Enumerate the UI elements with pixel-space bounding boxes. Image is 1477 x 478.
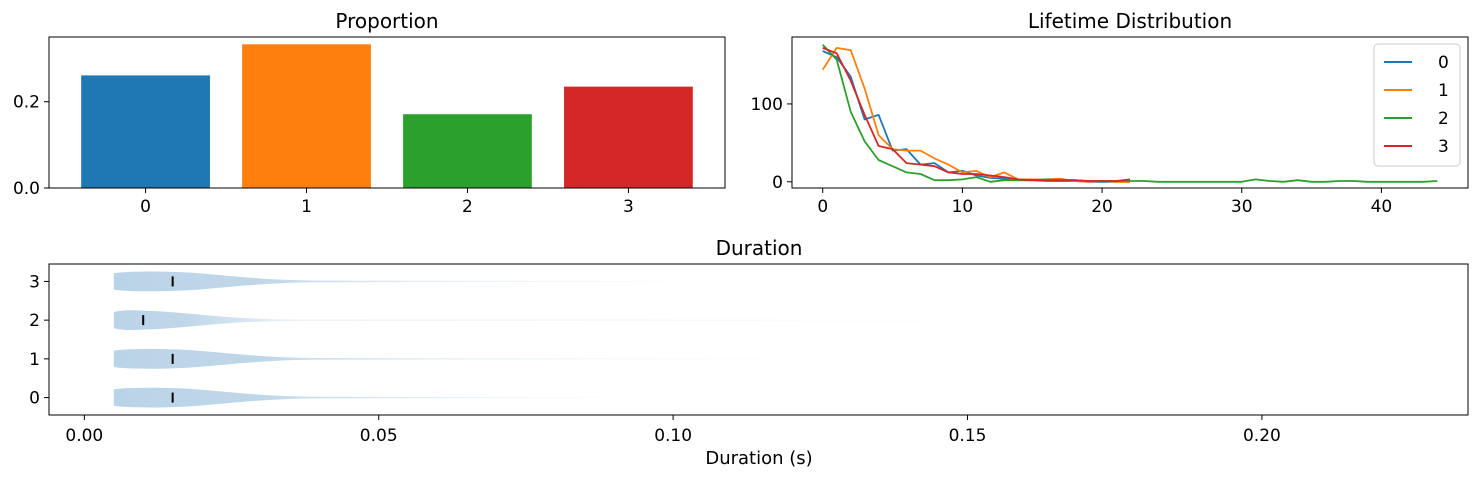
duration-x-tick-label: 0.10 bbox=[654, 426, 692, 446]
proportion-x-tick-label-1: 1 bbox=[301, 197, 312, 217]
duration-y-tick-label: 2 bbox=[29, 311, 40, 331]
lifetime-legend: 0 1 2 3 bbox=[1373, 43, 1461, 167]
lifetime-x-tick-label: 40 bbox=[1371, 197, 1393, 217]
lifetime-y-tick-label: 100 bbox=[751, 95, 783, 115]
proportion-y-tick-label: 0.2 bbox=[13, 93, 40, 113]
proportion-chart: Proportion 0 1 2 3 0.0 0.2 bbox=[13, 9, 726, 217]
legend-label-0: 0 bbox=[1438, 53, 1449, 73]
legend-label-1: 1 bbox=[1438, 81, 1449, 101]
duration-title: Duration bbox=[716, 236, 803, 260]
proportion-x-tick-label-0: 0 bbox=[140, 197, 151, 217]
proportion-x-tick-label-3: 3 bbox=[623, 197, 634, 217]
lifetime-line-series-3 bbox=[822, 47, 1131, 182]
legend-label-3: 3 bbox=[1438, 137, 1449, 157]
duration-x-tick-label: 0.05 bbox=[360, 426, 398, 446]
proportion-y-tick-label: 0.0 bbox=[13, 179, 40, 199]
lifetime-y-tick-label: 0 bbox=[772, 173, 783, 193]
lifetime-x-tick-label: 0 bbox=[817, 197, 828, 217]
lifetime-x-tick-label: 10 bbox=[952, 197, 974, 217]
proportion-bar-0 bbox=[81, 75, 210, 188]
duration-y-tick-label: 3 bbox=[29, 272, 40, 292]
proportion-bar-1 bbox=[242, 44, 371, 188]
duration-violin-2 bbox=[113, 310, 1168, 331]
lifetime-line-series-0 bbox=[822, 50, 1130, 183]
duration-chart: Duration 0.00 0.05 0.10 0.15 0.20 0 1 2 3 Durat… bbox=[29, 236, 1469, 469]
lifetime-chart: Lifetime Distribution 0 10 20 30 40 0 100 0 1 2… bbox=[751, 9, 1469, 217]
duration-x-tick-label: 0.20 bbox=[1243, 426, 1281, 446]
proportion-bar-3 bbox=[564, 86, 693, 188]
legend-box bbox=[1373, 43, 1461, 167]
lifetime-title: Lifetime Distribution bbox=[1028, 9, 1232, 33]
proportion-x-tick-label-2: 2 bbox=[462, 197, 473, 217]
duration-violin-0 bbox=[113, 387, 638, 408]
duration-x-tick-label: 0.00 bbox=[65, 426, 103, 446]
duration-x-axis-label: Duration (s) bbox=[705, 448, 812, 469]
lifetime-axes-frame bbox=[791, 36, 1469, 189]
duration-y-tick-label: 0 bbox=[29, 389, 40, 409]
duration-violin-3 bbox=[113, 271, 721, 292]
duration-y-tick-label: 1 bbox=[29, 350, 40, 370]
proportion-bar-2 bbox=[403, 114, 532, 188]
lifetime-line-series-2 bbox=[822, 44, 1438, 183]
lifetime-line-series-1 bbox=[821, 47, 1130, 183]
legend-label-2: 2 bbox=[1438, 109, 1449, 129]
proportion-title: Proportion bbox=[335, 9, 438, 33]
duration-axes-frame bbox=[48, 263, 1469, 416]
duration-violin-1 bbox=[113, 348, 838, 369]
proportion-axes-frame bbox=[48, 36, 726, 189]
lifetime-x-tick-label: 20 bbox=[1091, 197, 1113, 217]
lifetime-x-tick-label: 30 bbox=[1231, 197, 1253, 217]
duration-x-tick-label: 0.15 bbox=[949, 426, 987, 446]
